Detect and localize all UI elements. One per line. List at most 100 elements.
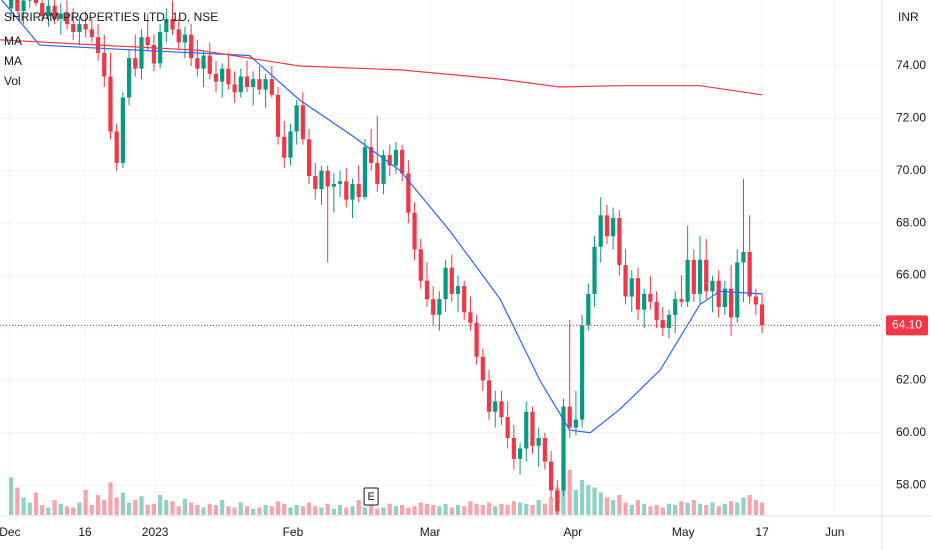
candle-body — [517, 448, 523, 459]
candle-body — [629, 278, 634, 297]
candle-body — [747, 251, 752, 297]
volume-bar — [393, 506, 399, 515]
ma-line — [0, 39, 763, 96]
candle-body — [406, 173, 411, 213]
volume-bar — [381, 507, 386, 515]
volume-bar — [617, 495, 622, 515]
volume-bar — [114, 497, 119, 515]
volume-bar — [648, 506, 653, 515]
y-tick-label: 68.00 — [896, 215, 926, 229]
volume-bar — [697, 503, 703, 515]
volume-bar — [189, 502, 194, 515]
volume-bar — [704, 505, 709, 515]
candle-body — [486, 380, 492, 412]
volume-bar — [89, 505, 94, 515]
candle-body — [623, 265, 628, 297]
volume-bar — [387, 503, 392, 515]
candle-body — [567, 406, 572, 428]
candle-body — [21, 0, 26, 12]
y-tick-label: 62.00 — [896, 373, 926, 387]
candle-body — [654, 301, 659, 321]
volume-bar — [629, 505, 634, 515]
volume-bar — [369, 505, 374, 515]
candle-body — [263, 79, 268, 90]
volume-bar — [716, 506, 721, 515]
volume-bar — [33, 492, 39, 515]
y-tick-label: 72.00 — [896, 111, 926, 125]
candle-body — [220, 68, 225, 82]
volume-bar — [21, 497, 26, 515]
candle-body — [586, 293, 591, 326]
volume-bar — [300, 506, 305, 515]
candle-body — [393, 149, 399, 166]
candles — [9, 0, 765, 514]
x-tick-label: May — [672, 525, 695, 539]
candle-body — [151, 45, 157, 64]
volume-bar — [424, 503, 430, 515]
candle-body — [356, 183, 361, 197]
candle-body — [660, 320, 665, 328]
candle-body — [201, 55, 206, 69]
candle-body — [213, 73, 219, 82]
volume-bar — [182, 498, 188, 515]
volume-bar — [499, 503, 504, 515]
x-tick-label: Mar — [420, 525, 441, 539]
volume-bar — [15, 487, 20, 515]
candle-body — [139, 37, 144, 69]
candle-body — [685, 259, 690, 302]
volume-bar — [468, 501, 473, 515]
candle-body — [120, 97, 125, 163]
candle-body — [722, 288, 727, 308]
volume-bar — [102, 500, 107, 515]
volume-bar — [344, 507, 349, 515]
chart-title: SHRIRAM PROPERTIES LTD, 1D, NSE — [4, 10, 218, 24]
event-marker-box — [363, 487, 379, 506]
candle-body — [108, 76, 113, 132]
axes: 58.0060.0062.0064.0066.0068.0070.0072.00… — [0, 58, 926, 539]
candle-body — [251, 79, 256, 87]
candle-body — [666, 314, 672, 328]
candle-body — [9, 0, 14, 9]
volume-bar — [306, 502, 312, 515]
candle-body — [561, 406, 566, 491]
x-tick-label: 17 — [755, 525, 769, 539]
last-price-tag — [886, 315, 928, 336]
candle-body — [375, 162, 380, 184]
candle-body — [362, 147, 368, 197]
volume-bar — [294, 505, 299, 515]
volume-bar — [40, 505, 45, 515]
volume-bar — [9, 477, 14, 515]
volume-bar — [654, 505, 659, 515]
volume-bar — [728, 501, 734, 515]
volume-bar — [108, 482, 113, 515]
candle-body — [673, 299, 678, 315]
volume-bar — [542, 503, 547, 515]
volume-bar — [666, 503, 672, 515]
volume-bar — [735, 502, 740, 515]
volume-bar — [505, 505, 510, 515]
candle-body — [493, 401, 498, 412]
volume-bar — [325, 503, 330, 515]
volume-bar — [480, 505, 485, 515]
indicator-label: Vol — [4, 74, 21, 88]
candle-body — [381, 155, 386, 184]
candle-body — [89, 29, 94, 38]
candle-body — [455, 286, 461, 294]
volume-bar — [611, 500, 616, 515]
volume-bar — [350, 506, 355, 515]
volume-bar — [592, 487, 597, 515]
candle-body — [313, 176, 318, 190]
candle-body — [337, 181, 343, 184]
volume-bar — [331, 508, 336, 515]
candle-body — [536, 437, 541, 446]
volume-bar — [275, 501, 281, 515]
last-price-label: 64.10 — [892, 318, 922, 332]
volume-bar — [691, 500, 696, 515]
candle-body — [71, 24, 76, 32]
volume-bar — [282, 503, 287, 515]
volume-bar — [46, 507, 51, 515]
volume-bar — [151, 503, 157, 515]
volume-bar — [635, 500, 641, 515]
volume-bar — [244, 506, 250, 515]
volume-bar — [598, 492, 603, 515]
